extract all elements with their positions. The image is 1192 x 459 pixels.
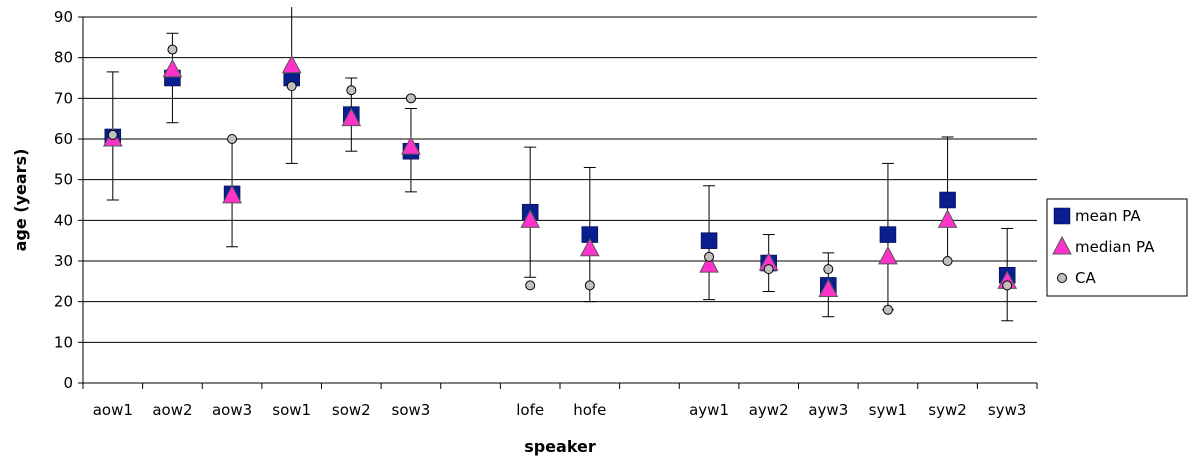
median-pa-point <box>162 58 183 78</box>
y-tick-label: 40 <box>54 211 73 229</box>
axes <box>78 16 1038 389</box>
error-bars <box>106 7 1014 322</box>
median-pa-point <box>222 184 242 204</box>
x-tick-label: syw3 <box>988 401 1027 419</box>
legend-marker <box>1053 207 1071 225</box>
y-tick-label: 30 <box>54 252 73 270</box>
y-tick-label: 10 <box>54 333 73 351</box>
legend-label: CA <box>1075 269 1096 287</box>
gridlines <box>83 16 1037 343</box>
y-tick-label: 0 <box>63 374 73 392</box>
median-pa-point <box>878 245 898 265</box>
ca-point <box>763 264 774 275</box>
ca-point <box>823 264 834 275</box>
data-markers <box>102 44 1018 315</box>
y-tick-label: 20 <box>54 293 73 311</box>
ca-point <box>227 134 238 144</box>
mean-pa-point <box>939 191 956 209</box>
x-tick-label: ayw3 <box>808 401 848 419</box>
legend-box <box>1046 198 1188 297</box>
median-pa-point <box>520 209 541 228</box>
tick-labels: 0 10 20 30 40 50 60 70 80 90 aow1 aow2 aow3 sow1 sow2 s… <box>54 8 1027 419</box>
y-tick-label: 60 <box>54 130 73 148</box>
median-pa-point <box>281 54 302 74</box>
mean-pa-point <box>879 226 897 243</box>
median-pa-point <box>341 107 362 127</box>
x-tick-label: aow3 <box>212 401 252 419</box>
y-axis-title: age (years) <box>11 149 30 252</box>
x-tick-label: ayw1 <box>689 401 729 419</box>
x-axis-title: speaker <box>524 437 596 456</box>
median-pa-point <box>699 253 719 273</box>
mean-pa-point <box>700 232 718 249</box>
median-pa-point <box>401 136 421 155</box>
median-pa-point <box>937 209 958 228</box>
x-tick-label: aow2 <box>152 401 192 419</box>
y-tick-label: 90 <box>54 8 73 26</box>
x-tick-label: aow1 <box>93 401 133 419</box>
ca-point <box>405 93 416 104</box>
x-tick-label: ayw2 <box>749 401 789 419</box>
ca-point <box>346 85 357 96</box>
legend-marker <box>1057 273 1067 283</box>
ca-point <box>167 44 178 55</box>
median-pa-point <box>818 278 839 297</box>
ca-point <box>584 280 595 291</box>
ca-point <box>286 81 297 92</box>
ca-point <box>525 280 536 291</box>
x-tick-label: lofe <box>516 401 544 419</box>
median-pa-point <box>579 237 600 257</box>
legend-label: mean PA <box>1075 207 1141 225</box>
ca-point <box>1002 280 1013 291</box>
x-tick-label: sow3 <box>392 401 431 419</box>
x-tick-label: sow1 <box>272 401 311 419</box>
y-tick-label: 50 <box>54 171 73 189</box>
ca-point <box>704 251 715 262</box>
legend: mean PA median PA CA <box>1046 198 1188 297</box>
ca-point <box>942 256 953 266</box>
legend-label: median PA <box>1075 238 1155 256</box>
x-tick-label: hofe <box>573 401 606 419</box>
ca-point <box>882 304 893 315</box>
legend-marker <box>1052 235 1072 255</box>
y-tick-label: 80 <box>54 49 73 67</box>
x-tick-label: syw1 <box>869 401 908 419</box>
y-tick-label: 70 <box>54 89 73 107</box>
x-tick-label: syw2 <box>928 401 967 419</box>
x-tick-label: sow2 <box>332 401 371 419</box>
ca-point <box>107 129 118 140</box>
